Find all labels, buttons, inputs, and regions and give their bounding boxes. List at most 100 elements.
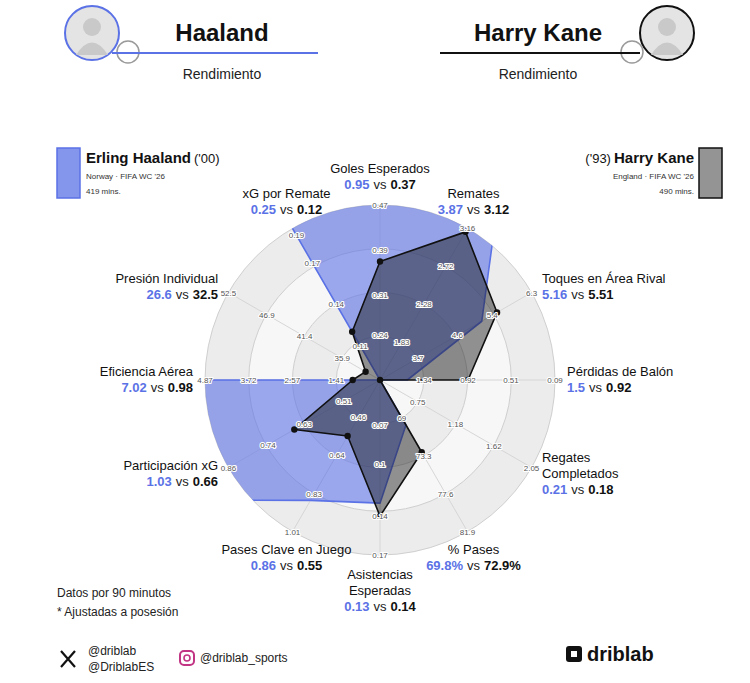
category-label: Eficiencia Aérea bbox=[100, 364, 194, 379]
value-label: 69.8% bbox=[426, 558, 463, 573]
value-line: 26.6 vs32.5 bbox=[146, 287, 218, 302]
value-separator: vs bbox=[176, 287, 190, 302]
legend-swatch bbox=[57, 148, 80, 198]
instagram-handle: @driblab_sports bbox=[200, 651, 288, 665]
value-line: 1.5vs0.92 bbox=[567, 380, 631, 395]
value-label: 0.18 bbox=[588, 482, 613, 497]
tick-label: 4.6 bbox=[452, 331, 464, 340]
brand: driblab bbox=[587, 643, 654, 665]
instagram-icon bbox=[180, 651, 194, 665]
series-marker bbox=[377, 258, 383, 264]
value-separator: vs bbox=[374, 177, 388, 192]
tick-label: 35.9 bbox=[334, 354, 350, 363]
value-line: 5.16vs5.51 bbox=[542, 287, 614, 302]
legend-name: Erling Haaland bbox=[86, 149, 191, 166]
category-line: % Pases bbox=[448, 542, 500, 557]
category-label: RegatesCompletados bbox=[542, 450, 619, 481]
avatar-head bbox=[83, 18, 101, 36]
value-label: 32.5 bbox=[193, 287, 218, 302]
player-title: Haaland bbox=[175, 19, 268, 46]
tick-label: 1.83 bbox=[394, 338, 410, 347]
legend: Erling Haaland('00)Norway · FIFA WC '264… bbox=[57, 148, 722, 198]
category-line: Remates bbox=[447, 186, 500, 201]
tick-label: 0.09 bbox=[547, 376, 563, 385]
tick-label: 3.7 bbox=[412, 354, 424, 363]
legend-minutes: 419 mins. bbox=[86, 187, 121, 196]
notes: Datos por 90 minutos* Ajustadas a posesi… bbox=[57, 586, 178, 619]
value-line: 3.87vs3.12 bbox=[438, 202, 510, 217]
tick-label: 0.46 bbox=[351, 413, 367, 422]
tick-label: 0.14 bbox=[328, 300, 344, 309]
tick-label: 0.19 bbox=[289, 231, 305, 240]
value-separator: vs bbox=[571, 482, 585, 497]
category-line: Regates bbox=[542, 450, 591, 465]
tick-label: 0.64 bbox=[329, 451, 345, 460]
category-label: Pérdidas de Balón bbox=[567, 364, 673, 379]
tick-label: 3.16 bbox=[460, 224, 476, 233]
value-label: 0.98 bbox=[168, 380, 193, 395]
value-label: 5.16 bbox=[542, 287, 567, 302]
brand-icon-inner bbox=[571, 651, 577, 657]
series-marker bbox=[349, 377, 355, 383]
legend-team: England · FIFA WC '26 bbox=[613, 172, 695, 181]
tick-label: 0.17 bbox=[305, 259, 321, 268]
value-line: 0.95vs0.37 bbox=[344, 177, 416, 192]
tick-label: 0.14 bbox=[372, 512, 388, 521]
value-label: 0.95 bbox=[344, 177, 369, 192]
tick-label: 4.87 bbox=[197, 376, 213, 385]
value-separator: vs bbox=[176, 474, 190, 489]
value-label: 0.66 bbox=[193, 474, 218, 489]
x-handle: @driblab bbox=[88, 644, 137, 658]
tick-label: 0.07 bbox=[372, 421, 388, 430]
tick-label: 81.9 bbox=[460, 528, 476, 537]
value-label: 26.6 bbox=[146, 287, 171, 302]
tick-label: 2.05 bbox=[524, 464, 540, 473]
avatar bbox=[65, 6, 119, 60]
category-line: Toques en Área Rival bbox=[542, 271, 666, 286]
page: Haaland Rendimiento Harry Kane Rendimiento E… bbox=[0, 0, 750, 683]
value-line: 0.13vs0.14 bbox=[344, 599, 416, 614]
category-line: Pases Clave en Juego bbox=[221, 542, 351, 557]
category-label: % Pases bbox=[448, 542, 500, 557]
series-marker bbox=[344, 433, 350, 439]
tick-label: 0.47 bbox=[372, 201, 388, 210]
tick-label: 0.24 bbox=[372, 331, 388, 340]
category-label: Remates bbox=[447, 186, 500, 201]
tick-label: 2.57 bbox=[285, 376, 301, 385]
category-label: xG por Remate bbox=[242, 186, 330, 201]
tick-label: 0.92 bbox=[460, 376, 476, 385]
player-subtitle: Rendimiento bbox=[183, 66, 262, 82]
tick-label: 0.51 bbox=[336, 397, 352, 406]
header-rule bbox=[112, 52, 318, 54]
tick-label: 6.3 bbox=[526, 289, 538, 298]
value-separator: vs bbox=[374, 599, 388, 614]
category-line: Presión Individual bbox=[115, 271, 218, 286]
player-title: Harry Kane bbox=[474, 19, 602, 46]
category-label: Presión Individual bbox=[115, 271, 218, 286]
value-label: 72.9% bbox=[484, 558, 521, 573]
tick-label: 2.28 bbox=[416, 300, 432, 309]
tick-label: 0.86 bbox=[221, 464, 237, 473]
category-labels: Goles Esperados0.95vs0.37Remates3.87vs3.… bbox=[100, 161, 673, 614]
legend-name: Erling Haaland('00) bbox=[86, 149, 220, 166]
x-handle: @DriblabES bbox=[88, 660, 154, 674]
tick-label: 0.1 bbox=[374, 460, 386, 469]
value-label: 0.86 bbox=[251, 558, 276, 573]
tick-labels: 0.240.310.390.471.832.282.723.163.74.65.… bbox=[197, 201, 563, 560]
player-subtitle: Rendimiento bbox=[499, 66, 578, 82]
x-icon bbox=[61, 651, 75, 667]
avatar-head bbox=[658, 18, 676, 36]
tick-label: 52.5 bbox=[221, 289, 237, 298]
value-label: 1.5 bbox=[567, 380, 585, 395]
category-line: Participación xG bbox=[123, 458, 218, 473]
category-line: Asistencias bbox=[347, 567, 413, 582]
value-line: 0.25vs0.12 bbox=[251, 202, 323, 217]
value-separator: vs bbox=[571, 287, 585, 302]
instagram-icon-lens bbox=[184, 655, 190, 661]
category-line: Goles Esperados bbox=[330, 161, 430, 176]
tick-label: 1.34 bbox=[416, 376, 432, 385]
value-separator: vs bbox=[589, 380, 603, 395]
tick-label: 1.01 bbox=[285, 528, 301, 537]
value-line: 69.8%vs72.9% bbox=[426, 558, 521, 573]
legend-birth: ('00) bbox=[194, 151, 220, 166]
